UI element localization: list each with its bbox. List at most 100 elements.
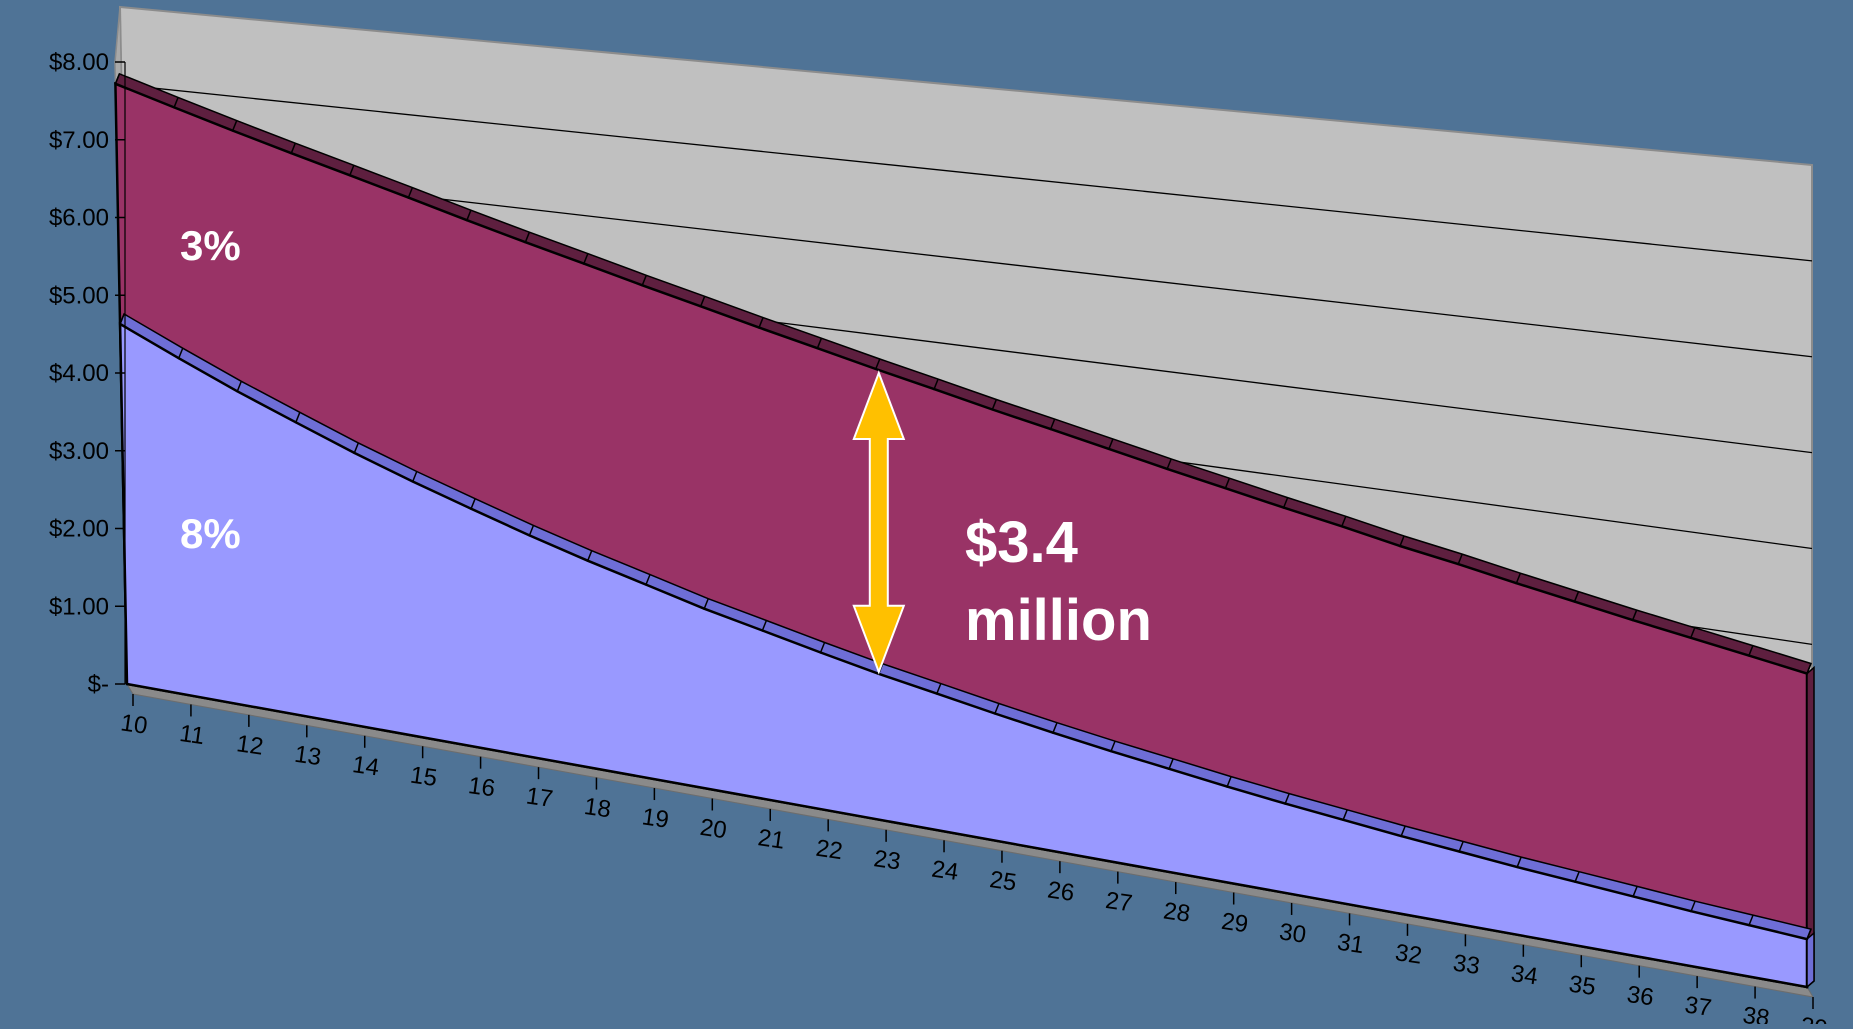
double-arrow-icon	[852, 370, 906, 675]
series-3pct-point	[1457, 562, 1460, 566]
series-3pct-point	[1398, 544, 1402, 548]
series-3pct-ribbon-tick	[1166, 458, 1172, 470]
series-8pct-point	[1631, 895, 1635, 898]
x-tick-label: 32	[1393, 939, 1423, 969]
series-3pct-point	[1689, 636, 1692, 639]
series-8pct-point	[1573, 880, 1577, 883]
series-8pct-point	[1689, 910, 1693, 913]
series-label-3pct: 3%	[180, 222, 241, 269]
series-8pct-ribbon-tick	[587, 550, 593, 561]
annotation-amount: $3.4	[965, 510, 1078, 575]
series-8pct-ribbon-tick	[1110, 740, 1116, 752]
series-3pct-point	[290, 151, 293, 155]
series-3pct-point	[1049, 427, 1052, 431]
series-3pct-ribbon-tick	[991, 399, 998, 410]
series-3pct-ribbon-tick	[1690, 627, 1696, 639]
y-tick-label: $6.00	[49, 205, 109, 232]
gridline-7	[121, 84, 1813, 262]
series-3pct-ribbon-tick	[1631, 609, 1638, 621]
series-3pct-point	[1747, 654, 1751, 657]
series-8pct-ribbon-tick	[1748, 914, 1754, 926]
series-3pct-point	[1631, 618, 1634, 622]
series-3pct-ribbon-tick	[1515, 572, 1522, 584]
series-8pct-ribbon-tick	[1342, 809, 1348, 821]
series-labels: 3% 8%	[180, 222, 241, 557]
series-8pct-ribbon-tick	[703, 598, 709, 610]
series-3pct-point	[699, 305, 702, 308]
series-3pct-ribbon-tick	[524, 231, 531, 243]
series-8pct-ribbon-tick	[412, 471, 418, 482]
series-3pct-point	[407, 196, 410, 199]
series-8pct-point	[411, 480, 414, 483]
series-8pct-ribbon-tick	[1400, 825, 1406, 837]
series-8pct-ribbon-tick	[1690, 900, 1696, 912]
series-8pct-ribbon-tick	[994, 703, 1000, 714]
series-3pct-point	[1224, 486, 1227, 490]
x-tick-label: 39	[1799, 1012, 1829, 1024]
series-3pct-point	[1282, 506, 1285, 509]
series-8pct-ribbon-tick	[1052, 722, 1058, 733]
series-3pct-ribbon-tick	[1341, 516, 1347, 527]
x-tick-label: 24	[930, 856, 960, 886]
series-3pct-ribbon-tick	[1049, 418, 1056, 430]
series-3pct-ribbon-tick	[1108, 438, 1114, 450]
series-3pct-ribbon-tick	[699, 296, 706, 307]
x-tick-label: 19	[640, 803, 670, 833]
series-8pct-ribbon-tick	[1806, 928, 1812, 940]
series-8pct-end-cap	[1806, 931, 1815, 989]
series-3pct-point	[816, 346, 819, 350]
series-3pct-ribbon-tick	[1806, 663, 1812, 674]
x-tick-label: 28	[1162, 897, 1192, 927]
series-3pct-point	[231, 129, 234, 132]
series-8pct-ribbon-tick	[236, 380, 243, 392]
x-tick-label: 23	[872, 845, 902, 875]
series-3pct-point	[1515, 582, 1518, 585]
y-tick-label: $4.00	[49, 360, 109, 387]
series-group	[114, 72, 1815, 989]
series-8pct-point	[353, 451, 356, 455]
x-tick-label: 38	[1741, 1002, 1771, 1024]
series-8pct-point	[1747, 923, 1751, 927]
series-3pct-point	[114, 82, 117, 85]
series-8pct-point	[1051, 731, 1055, 734]
series-3pct-ribbon-tick	[1573, 591, 1580, 602]
y-axis: $- $1.00 $2.00 $3.00 $4.00 $5.00 $6.00 $7.00 $8.…	[49, 49, 126, 698]
series-8pct-ribbon-tick	[1632, 886, 1638, 897]
series-3pct-ribbon-tick	[1399, 535, 1405, 547]
x-tick-label: 17	[524, 782, 554, 812]
x-tick-label: 14	[351, 751, 381, 781]
series-3pct-ribbon-tick	[173, 97, 179, 108]
series-3pct-point	[757, 326, 761, 329]
series-8pct-ribbon-tick	[178, 347, 184, 359]
series-8pct-point	[1515, 865, 1519, 869]
series-3pct-ribbon-tick	[641, 275, 647, 286]
x-tick-label: 21	[756, 824, 786, 854]
series-3pct-point	[991, 408, 994, 411]
series-8pct-point	[1225, 785, 1229, 788]
series-8pct-ribbon-tick	[761, 620, 768, 631]
x-tick-label: 37	[1683, 991, 1713, 1021]
x-tick-label: 10	[119, 709, 149, 739]
series-3pct-ribbon-tick	[1457, 553, 1463, 565]
series-3pct-ribbon-tick	[875, 358, 881, 370]
series-3pct-ribbon-tick	[816, 337, 823, 349]
x-tick-label: 11	[178, 720, 206, 750]
series-8pct-point	[819, 651, 822, 654]
series-8pct	[118, 312, 1815, 989]
y-tick-label: $-	[88, 671, 109, 698]
y-tick-label: $5.00	[49, 282, 109, 309]
y-tick-label: $8.00	[49, 49, 109, 76]
series-8pct-point	[703, 607, 706, 610]
series-8pct-point	[1341, 818, 1345, 822]
x-tick-label: 13	[293, 741, 323, 771]
x-tick-label: 27	[1104, 887, 1134, 917]
series-8pct-ribbon-tick	[1226, 776, 1232, 787]
series-3pct-point	[1573, 600, 1576, 603]
series-3pct	[114, 72, 1815, 989]
series-3pct-ribbon-tick	[1224, 477, 1231, 489]
series-3pct-ribbon-tick	[933, 378, 939, 390]
series-8pct-ribbon-tick	[936, 683, 942, 694]
series-8pct-point	[118, 322, 122, 326]
series-8pct-point	[1457, 850, 1461, 853]
series-3pct-ribbon-tick	[114, 73, 121, 85]
